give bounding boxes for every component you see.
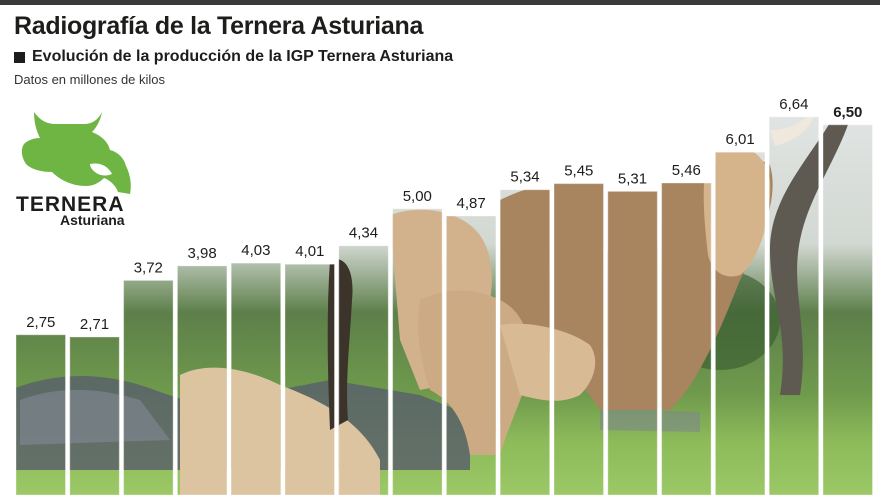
bar-value-label-2: 3,72 [134, 259, 163, 276]
bar-10 [553, 183, 604, 495]
page-title: Radiografía de la Ternera Asturiana [14, 12, 424, 40]
bar-value-label-14: 6,64 [779, 96, 808, 113]
chart-subtitle: Evolución de la producción de la IGP Ter… [14, 48, 453, 66]
bar-value-label-15: 6,50 [833, 104, 862, 121]
bar-value-label-4: 4,03 [241, 242, 270, 259]
bar-value-label-3: 3,98 [187, 245, 216, 262]
bar-value-label-7: 5,00 [403, 188, 432, 205]
bar-15 [822, 124, 873, 495]
logo-wordmark-sub: Asturiana [60, 212, 125, 228]
top-rule [0, 0, 880, 5]
bar-value-label-12: 5,46 [672, 162, 701, 179]
bar-11 [607, 190, 658, 495]
bar-12 [661, 182, 712, 495]
chart-subtitle-text: Evolución de la producción de la IGP Ter… [32, 48, 454, 65]
cow-head-icon [21, 112, 131, 194]
bar-value-label-9: 5,34 [510, 169, 539, 186]
logo-wordmark: TERNERA [16, 193, 125, 216]
bar-14 [768, 116, 820, 495]
bar-4 [230, 262, 282, 495]
bar-7 [392, 208, 443, 495]
bar-8 [445, 215, 497, 495]
bar-3 [176, 265, 228, 495]
bar-2 [123, 279, 174, 495]
bar-value-label-5: 4,01 [295, 243, 324, 260]
bar-value-label-10: 5,45 [564, 163, 593, 180]
bar-value-label-8: 4,87 [456, 195, 485, 212]
bar-value-label-6: 4,34 [349, 225, 378, 242]
square-bullet-icon [14, 51, 25, 63]
bar-5 [284, 263, 335, 495]
bar-value-label-13: 6,01 [725, 131, 754, 148]
bar-value-label-1: 2,71 [80, 316, 109, 333]
bar-6 [338, 245, 389, 495]
bar-value-label-11: 5,31 [618, 170, 647, 187]
bar-value-label-0: 2,75 [26, 314, 55, 331]
unit-note: Datos en millones de kilos [14, 72, 166, 87]
bar-1 [69, 336, 120, 495]
